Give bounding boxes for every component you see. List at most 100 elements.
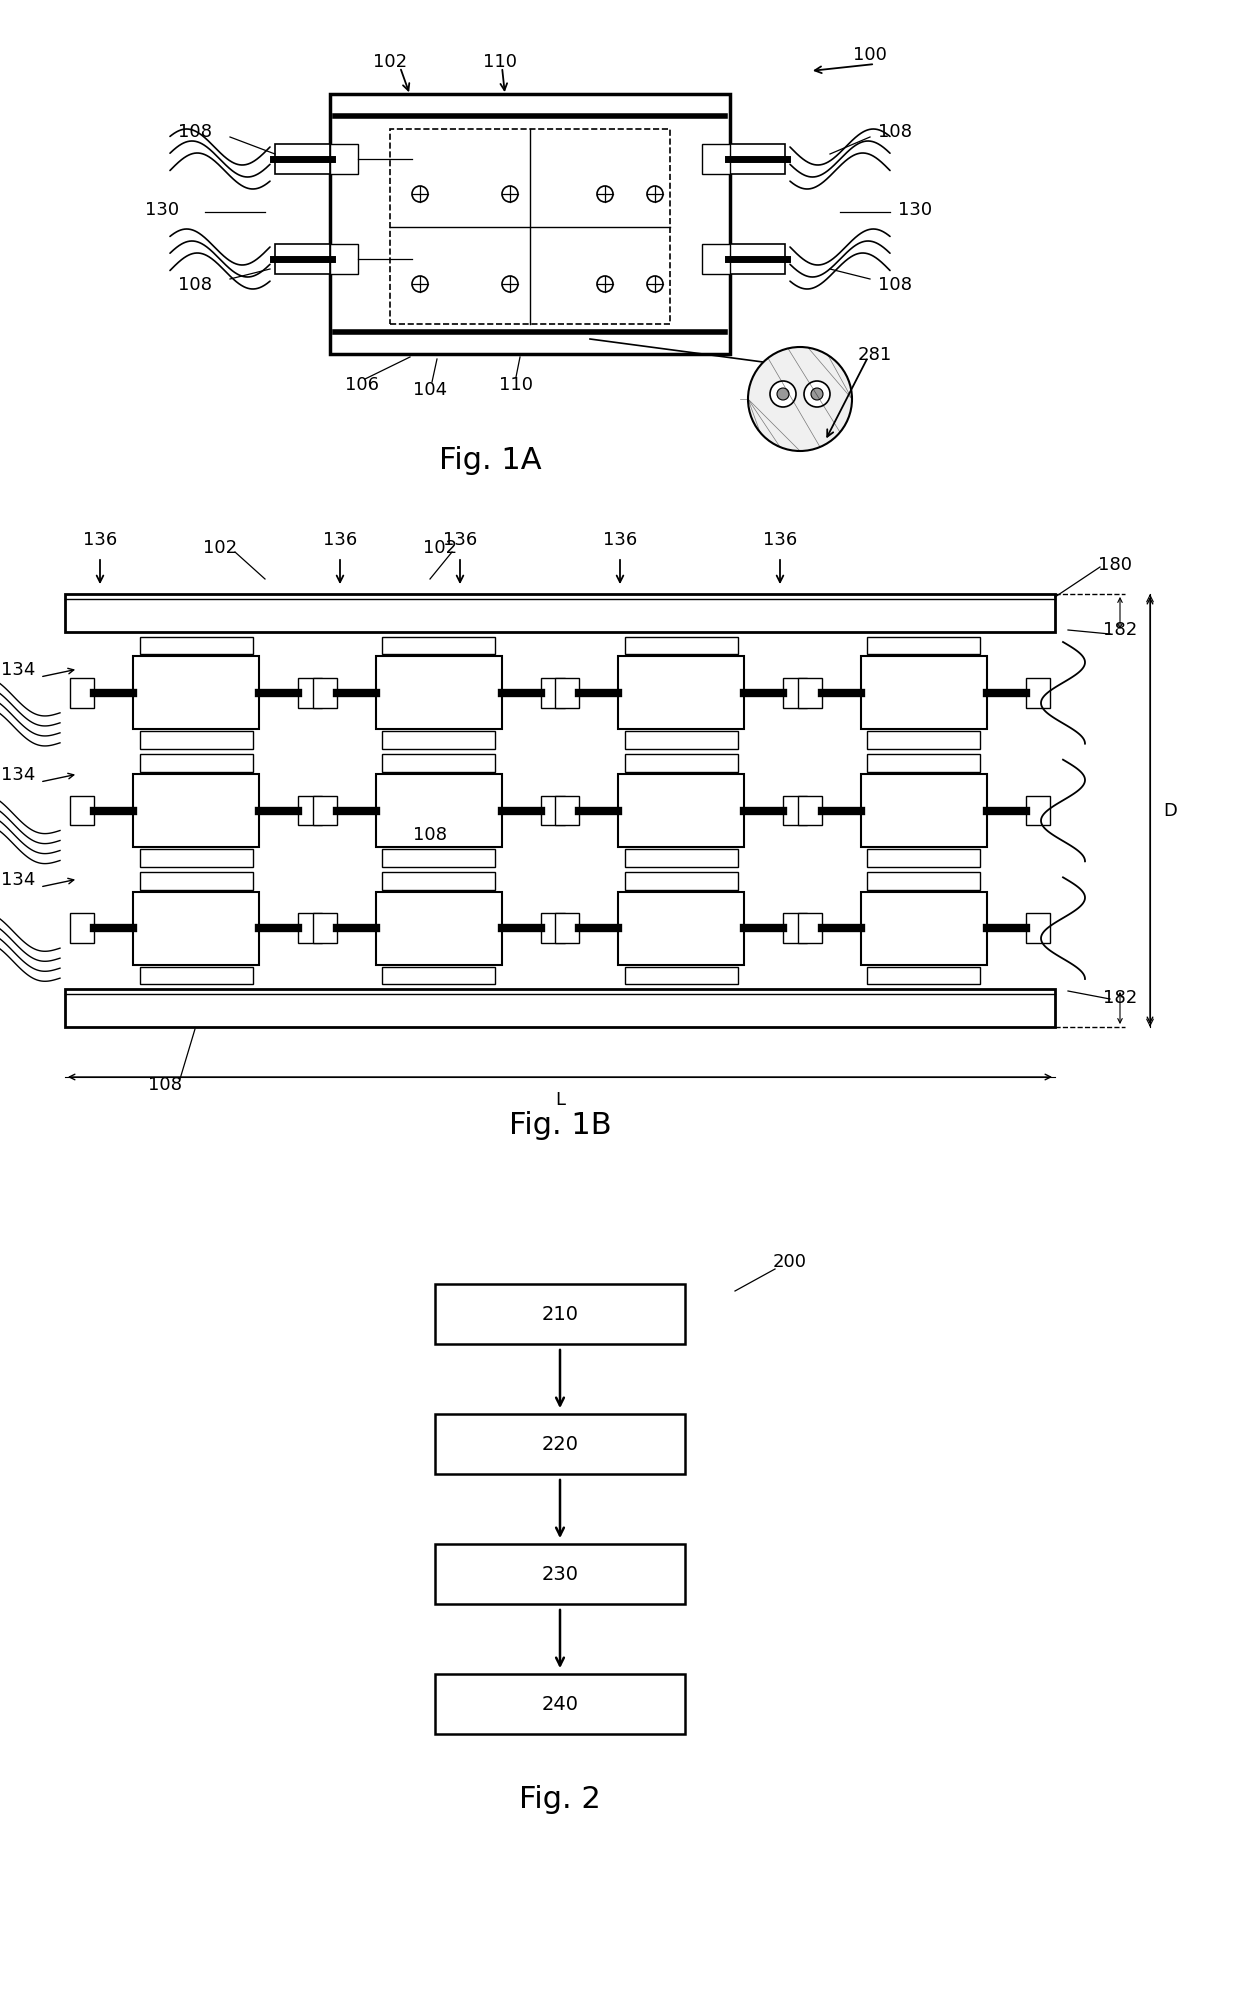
- Bar: [625, 637, 738, 655]
- Bar: [867, 873, 981, 891]
- Bar: [382, 849, 496, 867]
- Text: 134: 134: [1, 871, 35, 889]
- Text: 281: 281: [858, 346, 892, 364]
- Text: D: D: [1163, 801, 1177, 819]
- Text: 240: 240: [542, 1694, 579, 1714]
- Bar: [867, 967, 981, 985]
- Bar: [312, 797, 337, 825]
- Text: 134: 134: [1, 661, 35, 679]
- Text: 136: 136: [83, 531, 117, 549]
- Text: 180: 180: [1097, 555, 1132, 573]
- Text: 134: 134: [1, 765, 35, 783]
- Bar: [435, 1415, 684, 1475]
- Text: 182: 182: [1102, 621, 1137, 639]
- Bar: [312, 679, 337, 707]
- Bar: [382, 755, 496, 773]
- Bar: [312, 913, 337, 943]
- Bar: [784, 913, 807, 943]
- Circle shape: [811, 390, 823, 402]
- Text: 104: 104: [413, 382, 448, 400]
- Circle shape: [748, 348, 852, 452]
- Bar: [867, 731, 981, 749]
- Text: 136: 136: [603, 531, 637, 549]
- Bar: [702, 146, 730, 176]
- Text: 108: 108: [878, 124, 911, 142]
- Bar: [1025, 913, 1050, 943]
- Bar: [64, 595, 1055, 633]
- Bar: [376, 775, 502, 847]
- Bar: [784, 679, 807, 707]
- Circle shape: [777, 390, 789, 402]
- Text: 136: 136: [763, 531, 797, 549]
- Text: 182: 182: [1102, 989, 1137, 1007]
- Text: 100: 100: [853, 46, 887, 64]
- Bar: [71, 913, 94, 943]
- Bar: [71, 797, 94, 825]
- Bar: [784, 797, 807, 825]
- Text: 136: 136: [322, 531, 357, 549]
- Text: 108: 108: [878, 276, 911, 294]
- Text: 102: 102: [423, 539, 458, 557]
- Text: 108: 108: [148, 1075, 182, 1093]
- Text: 106: 106: [345, 376, 379, 394]
- Bar: [330, 246, 358, 276]
- Bar: [382, 967, 496, 985]
- Bar: [298, 679, 322, 707]
- Bar: [140, 873, 253, 891]
- Bar: [133, 893, 259, 965]
- Text: Fig. 1B: Fig. 1B: [508, 1111, 611, 1139]
- Text: 130: 130: [898, 202, 932, 220]
- Bar: [140, 731, 253, 749]
- Bar: [730, 246, 785, 276]
- Text: 110: 110: [498, 376, 533, 394]
- Bar: [382, 873, 496, 891]
- Bar: [275, 146, 330, 176]
- Text: 102: 102: [203, 539, 237, 557]
- Bar: [330, 146, 358, 176]
- Bar: [867, 755, 981, 773]
- Bar: [64, 989, 1055, 1027]
- Text: 108: 108: [413, 825, 446, 843]
- Text: 136: 136: [443, 531, 477, 549]
- Text: 110: 110: [484, 54, 517, 72]
- Text: 230: 230: [542, 1564, 579, 1584]
- Text: L: L: [556, 1091, 565, 1109]
- Bar: [861, 775, 987, 847]
- Bar: [797, 797, 822, 825]
- Text: 102: 102: [373, 54, 407, 72]
- Bar: [541, 679, 565, 707]
- Bar: [797, 913, 822, 943]
- Bar: [275, 246, 330, 276]
- Bar: [619, 775, 744, 847]
- Bar: [133, 775, 259, 847]
- Bar: [133, 657, 259, 729]
- Bar: [867, 849, 981, 867]
- Bar: [730, 146, 785, 176]
- Bar: [330, 96, 730, 356]
- Text: 130: 130: [145, 202, 179, 220]
- Bar: [625, 967, 738, 985]
- Bar: [797, 679, 822, 707]
- Text: 108: 108: [179, 276, 212, 294]
- Bar: [861, 893, 987, 965]
- Bar: [71, 679, 94, 707]
- Bar: [867, 637, 981, 655]
- Bar: [435, 1285, 684, 1345]
- Bar: [435, 1544, 684, 1604]
- Bar: [702, 246, 730, 276]
- Bar: [376, 657, 502, 729]
- Text: 108: 108: [179, 124, 212, 142]
- Bar: [625, 731, 738, 749]
- Bar: [140, 849, 253, 867]
- Bar: [382, 731, 496, 749]
- Bar: [541, 913, 565, 943]
- Circle shape: [770, 382, 796, 408]
- Bar: [140, 967, 253, 985]
- Bar: [541, 797, 565, 825]
- Bar: [625, 849, 738, 867]
- Bar: [619, 893, 744, 965]
- Bar: [625, 873, 738, 891]
- Bar: [376, 893, 502, 965]
- Text: 220: 220: [542, 1435, 579, 1455]
- Bar: [556, 797, 579, 825]
